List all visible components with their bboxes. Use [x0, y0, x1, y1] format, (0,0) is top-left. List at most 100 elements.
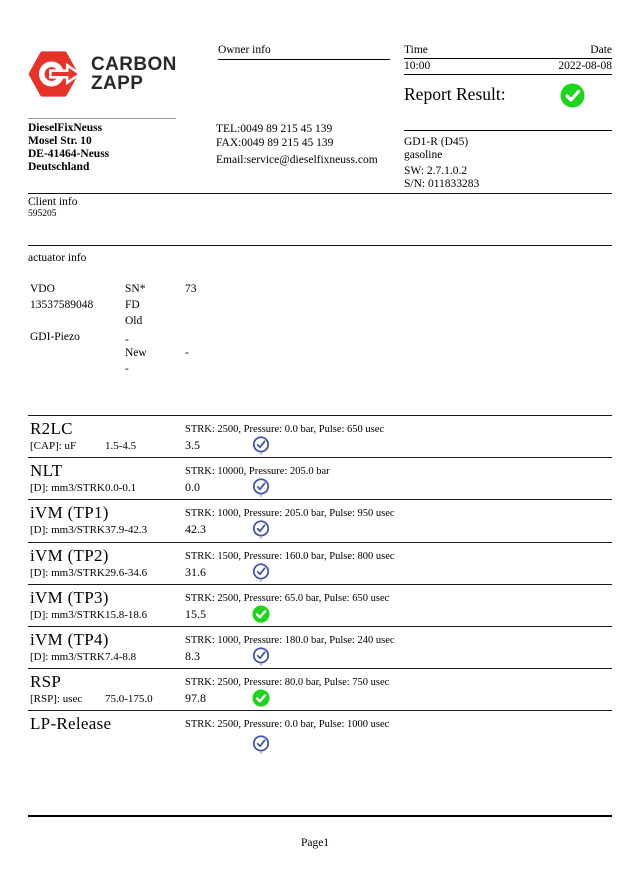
test-row: NLT STRK: 10000, Pressure: 205.0 bar [D]…: [28, 457, 612, 499]
test-row: LP-Release STRK: 2500, Pressure: 0.0 bar…: [28, 710, 612, 759]
test-name: iVM (TP4): [30, 629, 109, 649]
test-name: RSP: [30, 672, 62, 692]
carbonzapp-logo: CARBON ZAPP: [28, 50, 177, 98]
logo-line1: CARBON: [91, 54, 177, 75]
footer-rule: [28, 815, 612, 817]
test-row: iVM (TP3) STRK: 2500, Pressure: 65.0 bar…: [28, 583, 612, 626]
owner-contact: TEL:0049 89 215 45 139 FAX:0049 89 215 4…: [216, 122, 378, 167]
test-parameters: STRK: 10000, Pressure: 205.0 bar: [185, 466, 330, 478]
test-row: iVM (TP1) STRK: 1000, Pressure: 205.0 ba…: [28, 499, 612, 541]
report-result-pass-check-icon: [560, 83, 585, 108]
done-check-icon: [252, 478, 270, 497]
test-unit: [D]: mm3/STRK: [30, 608, 105, 621]
test-measured-value: 97.8: [185, 691, 206, 706]
test-range: 7.4-8.8: [105, 650, 137, 663]
actuator-old-value: -: [125, 334, 129, 346]
test-range: 29.6-34.6: [105, 566, 148, 579]
test-row: RSP STRK: 2500, Pressure: 80.0 bar, Puls…: [28, 668, 612, 710]
test-measured-value: 0.0: [185, 480, 200, 495]
actuator-sn-label: SN*: [125, 283, 146, 295]
owner-divider: [28, 118, 176, 119]
logo-line2: ZAPP: [91, 73, 144, 94]
pass-check-icon: [252, 605, 270, 623]
time-value: 10:00: [404, 60, 431, 72]
test-measured-value: 3.5: [185, 438, 200, 452]
test-parameters: STRK: 1000, Pressure: 205.0 bar, Pulse: …: [185, 508, 395, 520]
actuator-section-rule: [28, 245, 612, 246]
test-range: 37.9-42.3: [105, 524, 148, 537]
owner-address: DieselFixNeuss Mosel Str. 10 DE-41464-Ne…: [28, 122, 109, 174]
client-section-rule: [28, 193, 612, 194]
test-measured-value: 31.6: [185, 564, 206, 579]
machine-software: SW: 2.7.1.0.2: [404, 165, 468, 177]
test-name: iVM (TP1): [30, 503, 109, 523]
test-parameters: STRK: 1000, Pressure: 180.0 bar, Pulse: …: [185, 634, 395, 646]
test-name: iVM (TP2): [30, 545, 109, 565]
owner-city: DE-41464-Neuss: [28, 148, 110, 160]
client-info-heading: Client info: [28, 196, 78, 208]
test-parameters: STRK: 2500, Pressure: 0.0 bar, Pulse: 10…: [185, 719, 390, 731]
test-row: R2LC STRK: 2500, Pressure: 0.0 bar, Puls…: [28, 415, 612, 457]
test-parameters: STRK: 2500, Pressure: 80.0 bar, Pulse: 7…: [185, 677, 390, 689]
owner-tel: TEL:0049 89 215 45 139: [216, 123, 333, 135]
test-parameters: STRK: 2500, Pressure: 0.0 bar, Pulse: 65…: [185, 424, 385, 435]
owner-info-heading: Owner info: [218, 44, 390, 60]
actuator-brand: VDO: [30, 283, 55, 295]
owner-fax: FAX:0049 89 215 45 139: [216, 137, 334, 149]
done-check-icon: [252, 520, 270, 539]
test-parameters: STRK: 2500, Pressure: 65.0 bar, Pulse: 6…: [185, 592, 390, 604]
done-check-icon: [252, 735, 270, 754]
test-measured-value: 15.5: [185, 606, 206, 621]
actuator-old-label: Old: [125, 315, 143, 327]
test-range: 1.5-4.5: [105, 440, 137, 452]
test-row: iVM (TP2) STRK: 1500, Pressure: 160.0 ba…: [28, 541, 612, 584]
logo-wordmark: CARBON ZAPP: [91, 55, 177, 93]
owner-country: Deutschland: [28, 161, 90, 173]
done-check-icon: [252, 436, 270, 455]
time-label: Time: [404, 44, 428, 56]
actuator-info-heading: actuator info: [28, 252, 87, 264]
machine-info: GD1-R (D45) gasoline SW: 2.7.1.0.2 S/N: …: [404, 136, 479, 191]
done-check-icon: [252, 562, 270, 582]
owner-name: DieselFixNeuss: [28, 122, 103, 134]
page-number: Page1: [300, 837, 330, 849]
actuator-new-label: New: [125, 347, 147, 359]
report-result-label: Report Result:: [404, 84, 506, 104]
test-row: iVM (TP4) STRK: 1000, Pressure: 180.0 ba…: [28, 625, 612, 668]
actuator-part-number: 13537589048: [30, 299, 94, 311]
test-name: R2LC: [30, 419, 73, 438]
pass-check-icon: [252, 689, 270, 707]
machine-model: GD1-R (D45): [404, 136, 469, 148]
test-unit: [D]: mm3/STRK: [30, 482, 105, 495]
actuator-extra-value: -: [125, 363, 129, 375]
client-number: 595205: [28, 209, 57, 219]
test-parameters: STRK: 1500, Pressure: 160.0 bar, Pulse: …: [185, 550, 395, 562]
test-measured-value: 42.3: [185, 522, 206, 537]
test-unit: [D]: mm3/STRK: [30, 650, 105, 663]
actuator-sn-value: 73: [185, 283, 197, 295]
machine-divider: [404, 130, 612, 131]
test-results-table: R2LC STRK: 2500, Pressure: 0.0 bar, Puls…: [28, 415, 612, 759]
owner-email: Email:service@dieselfixneuss.com: [216, 154, 378, 166]
machine-serial: S/N: 011833283: [404, 178, 480, 190]
done-check-icon: [252, 647, 270, 666]
test-range: 75.0-175.0: [105, 693, 153, 706]
test-name: NLT: [30, 461, 63, 481]
test-unit: [D]: mm3/STRK: [30, 524, 105, 537]
owner-street: Mosel Str. 10: [28, 135, 92, 147]
actuator-new-value: -: [185, 347, 189, 359]
test-unit: [D]: mm3/STRK: [30, 566, 105, 579]
date-label: Date: [590, 44, 612, 56]
test-range: 15.8-18.6: [105, 608, 148, 621]
test-measured-value: 8.3: [185, 648, 200, 663]
carbonzapp-hex-arrow-icon: [28, 51, 82, 97]
test-range: 0.0-0.1: [105, 482, 137, 495]
actuator-type: GDI-Piezo: [30, 331, 80, 343]
test-name: LP-Release: [30, 714, 112, 734]
test-name: iVM (TP3): [30, 587, 109, 607]
date-value: 2022-08-08: [558, 60, 612, 72]
test-unit: [CAP]: uF: [30, 440, 77, 452]
time-date-block: Time Date 10:00 2022-08-08: [404, 44, 612, 75]
machine-fuel: gasoline: [404, 149, 443, 161]
